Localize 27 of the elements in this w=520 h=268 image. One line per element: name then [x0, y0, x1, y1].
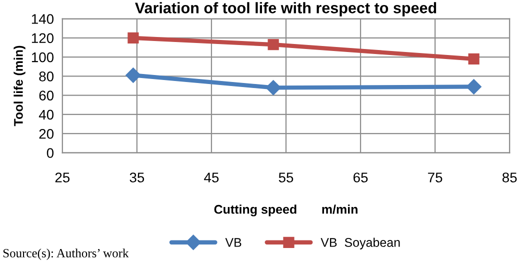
- y-axis-title: Tool life (min): [14, 46, 26, 126]
- x-tick-label: 25: [55, 172, 70, 182]
- y-tick-label: 20: [39, 128, 54, 139]
- point: [266, 80, 281, 96]
- x-tick-label: 45: [204, 172, 219, 182]
- x-tick-label: 75: [428, 172, 442, 182]
- y-tick-label: 100: [32, 52, 54, 62]
- legend-label: VB: [225, 238, 242, 247]
- point: [268, 39, 279, 50]
- x-tick-label: 35: [130, 172, 144, 182]
- y-tick-label: 140: [32, 14, 54, 24]
- y-tick-label: 40: [38, 110, 54, 120]
- y-tick-label: 0: [46, 148, 54, 158]
- x-axis-title: Cutting speed m/min: [214, 204, 358, 216]
- x-tick-label: 65: [354, 172, 368, 182]
- point: [468, 53, 480, 65]
- point: [466, 79, 482, 94]
- point: [126, 68, 141, 83]
- y-tick-label: 120: [32, 33, 54, 44]
- x-tick-label: 85: [502, 172, 517, 182]
- y-tick-label: 80: [39, 72, 54, 82]
- y-tick-label: 60: [39, 90, 54, 100]
- source-note: Source(s): Authors’ work: [3, 248, 129, 260]
- x-tick-label: 55: [278, 172, 294, 182]
- legend-label: VB Soyabean: [320, 238, 400, 250]
- chart-title: Variation of tool life with respect to speed: [135, 2, 436, 16]
- point: [128, 32, 139, 44]
